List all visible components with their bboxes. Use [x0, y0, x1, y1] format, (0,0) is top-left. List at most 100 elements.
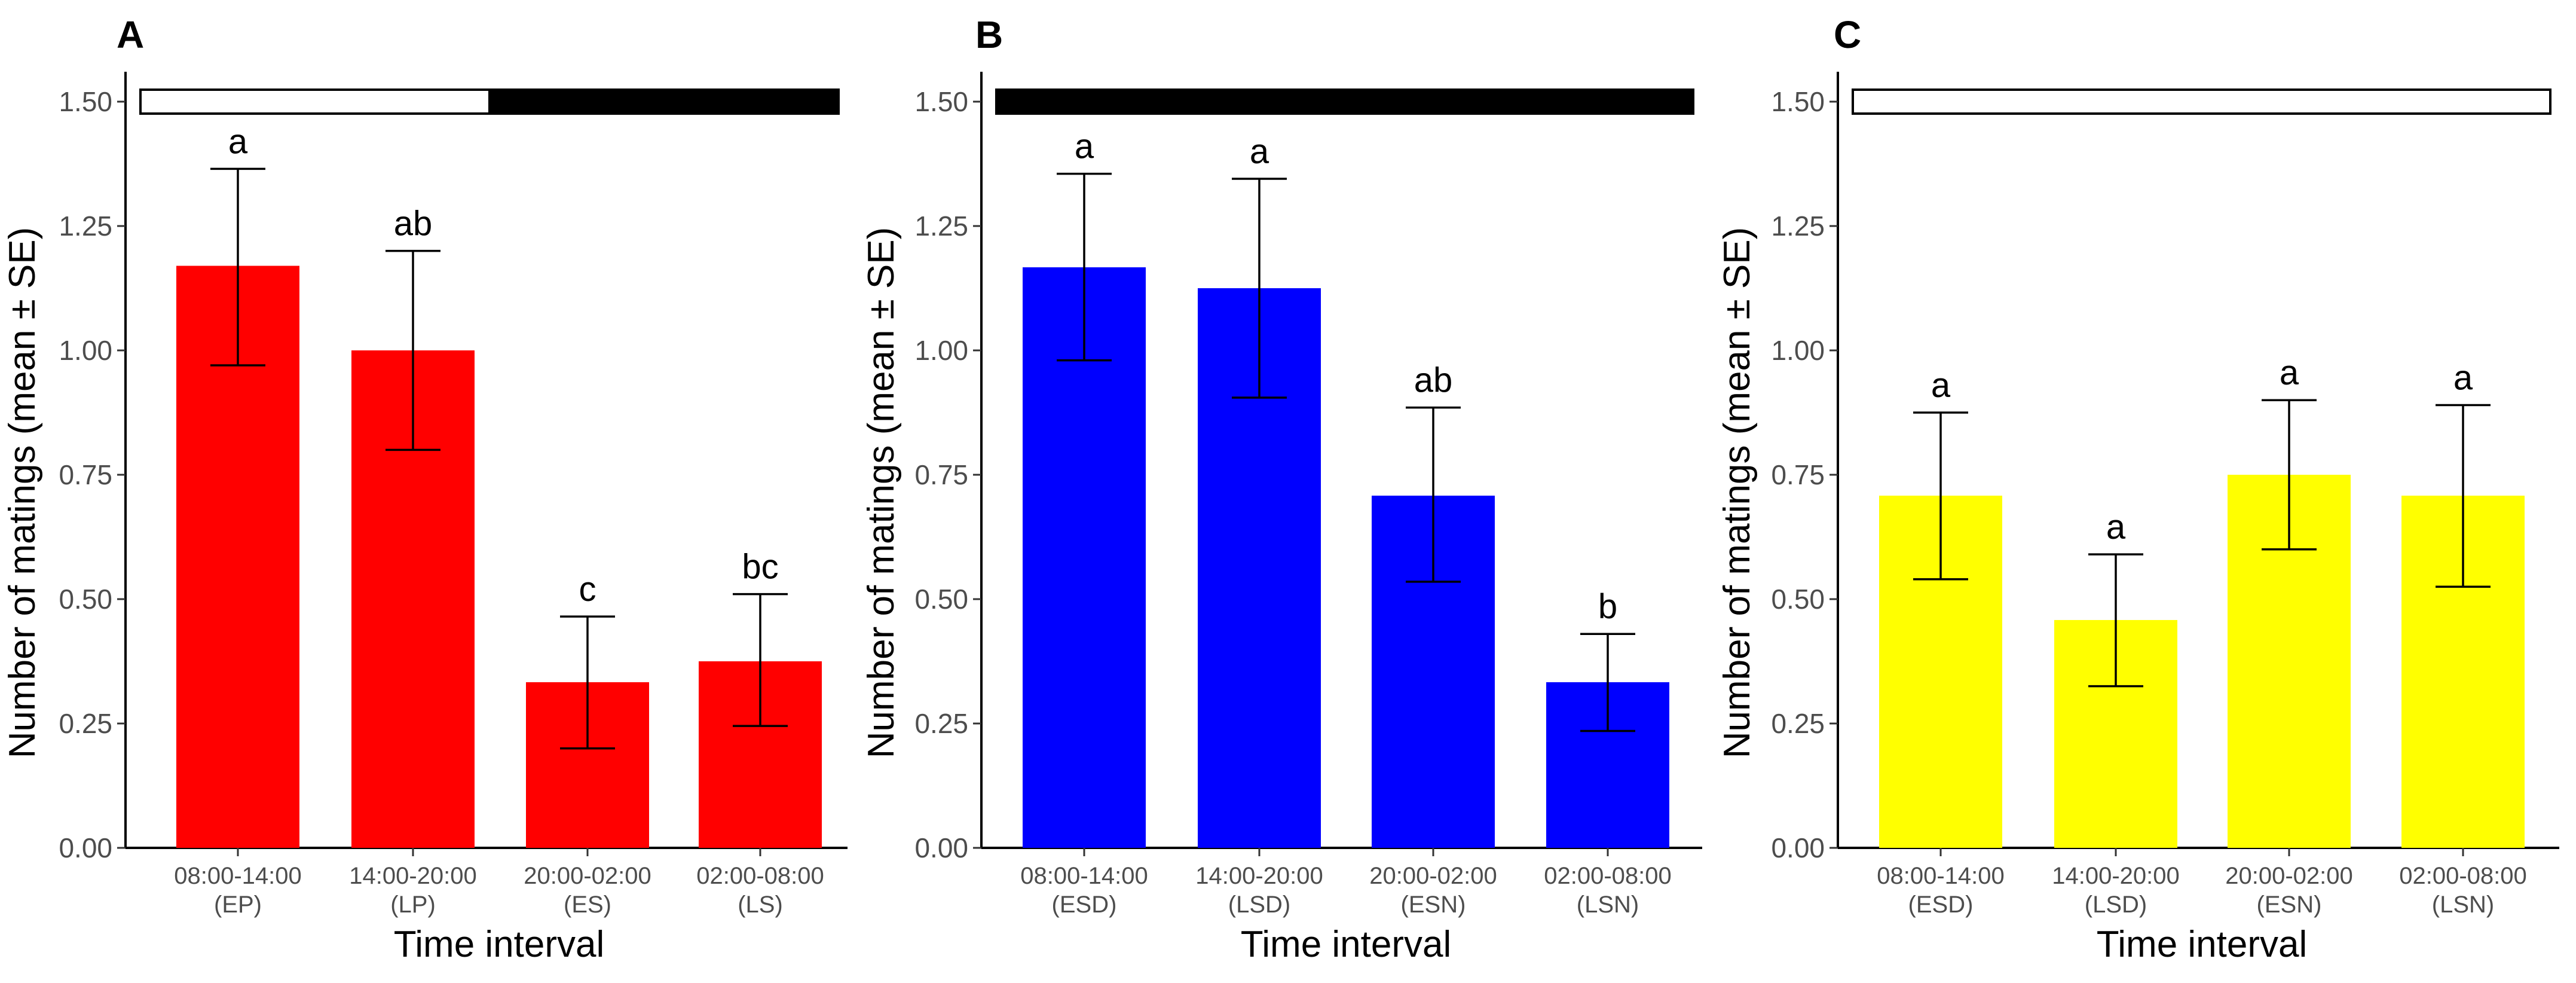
- y-tick-label: 0.75: [914, 459, 968, 490]
- error-bar: [560, 615, 615, 750]
- significance-letter: a: [1250, 132, 1269, 171]
- x-tick-label-line: 02:00-08:00: [2399, 863, 2527, 889]
- panel-c: C 0.00 0.25 0.50 0.75 1.00 1.25 1.50 Number of m…: [1717, 13, 2559, 965]
- significance-letter: a: [1075, 127, 1094, 166]
- x-tick-label-line: 08:00-14:00: [1020, 863, 1148, 889]
- y-tick-label: 0.50: [914, 584, 968, 615]
- y-tick-label: 1.00: [1771, 335, 1825, 366]
- x-tick-label-line: 02:00-08:00: [696, 863, 824, 889]
- y-tick-label: 1.25: [914, 210, 968, 242]
- x-tick-label-line: 08:00-14:00: [1877, 863, 2005, 889]
- significance-letter: a: [2280, 353, 2299, 392]
- y-tick-label: 0.25: [1771, 708, 1825, 739]
- x-axis-title: Time interval: [394, 924, 605, 965]
- x-tick-label: 20:00-02:00 (ESN): [1369, 863, 1497, 918]
- y-tick-label: 1.50: [59, 86, 112, 117]
- y-tick-label: 1.25: [1771, 210, 1825, 242]
- y-tick-label: 0.50: [1771, 584, 1825, 615]
- y-tick-label: 0.00: [914, 832, 968, 863]
- x-tick-label-line: (ESD): [1052, 892, 1117, 918]
- significance-letter: ab: [394, 204, 433, 243]
- x-tick-label: 20:00-02:00 (ES): [524, 863, 651, 918]
- x-tick-label-line: 20:00-02:00: [1369, 863, 1497, 889]
- error-bar: [2262, 399, 2317, 551]
- panel-letter: C: [1834, 13, 1861, 56]
- x-tick-label: 20:00-02:00 (ESN): [2225, 863, 2353, 918]
- x-axis-title: Time interval: [2097, 924, 2308, 965]
- significance-letter: bc: [742, 548, 778, 587]
- y-tick-label: 0.75: [1771, 459, 1825, 490]
- x-tick-label: 14:00-20:00 (LP): [349, 863, 477, 918]
- x-tick-label-line: 20:00-02:00: [2225, 863, 2353, 889]
- x-tick-label: 14:00-20:00 (LSD): [2052, 863, 2180, 918]
- photoperiod-bar: [139, 88, 840, 115]
- x-tick-label-line: (EP): [214, 892, 262, 918]
- x-tick-label: 08:00-14:00 (ESD): [1877, 863, 2005, 918]
- photoperiod-bar: [995, 88, 1694, 115]
- error-bar: [386, 249, 440, 451]
- x-tick-label-line: 14:00-20:00: [2052, 863, 2180, 889]
- significance-letter: ab: [1414, 361, 1453, 400]
- significance-letter: c: [579, 570, 596, 609]
- y-tick-label: 0.50: [59, 584, 112, 615]
- x-tick-label-line: 14:00-20:00: [349, 863, 477, 889]
- x-tick-label-line: (LSN): [2432, 892, 2494, 918]
- x-tick-label-line: (ESN): [2257, 892, 2322, 918]
- photoperiod-bar: [1852, 88, 2551, 115]
- error-bar: [1232, 178, 1287, 399]
- significance-letter: b: [1598, 587, 1617, 626]
- photoperiod-dark-segment: [488, 88, 840, 115]
- y-tick-label: 1.50: [1771, 86, 1825, 117]
- x-tick-label: 14:00-20:00 (LSD): [1195, 863, 1323, 918]
- error-bar: [1406, 406, 1461, 583]
- bar: [1023, 267, 1146, 848]
- error-bar: [2088, 553, 2143, 688]
- photoperiod-dark-segment: [995, 88, 1694, 115]
- error-bar: [210, 167, 265, 367]
- x-tick-label-line: (ESN): [1401, 892, 1466, 918]
- panel-letter: A: [117, 13, 144, 56]
- y-tick-label: 1.00: [59, 335, 112, 366]
- x-tick-label: 02:00-08:00 (LSN): [1544, 863, 1672, 918]
- y-axis-title: Number of matings (mean ± SE): [2, 227, 43, 759]
- y-axis-title: Number of matings (mean ± SE): [861, 227, 902, 759]
- significance-letter: a: [2106, 508, 2126, 547]
- photoperiod-light-segment: [1852, 88, 2551, 115]
- x-tick-label-line: (ES): [564, 892, 611, 918]
- y-tick-label: 0.25: [59, 708, 112, 739]
- y-tick-label: 0.00: [59, 832, 112, 863]
- y-tick-label: 1.00: [914, 335, 968, 366]
- panel-a: A 0.00 0.25 0.50 0.75 1.00 1.25 1.50 Number of m…: [2, 13, 848, 965]
- error-bar: [1057, 172, 1112, 362]
- panel-letter: B: [975, 13, 1003, 56]
- y-tick-label: 1.25: [59, 210, 112, 242]
- x-tick-label: 02:00-08:00 (LSN): [2399, 863, 2527, 918]
- x-tick-label-line: (LSD): [2085, 892, 2147, 918]
- error-bar: [2436, 404, 2491, 588]
- photoperiod-light-segment: [139, 88, 491, 115]
- error-bar: [1913, 411, 1968, 581]
- y-tick-label: 0.75: [59, 459, 112, 490]
- x-tick-label-line: 08:00-14:00: [174, 863, 302, 889]
- x-tick-label-line: (LP): [390, 892, 436, 918]
- x-tick-label-line: (LSN): [1577, 892, 1639, 918]
- panel-b: B 0.00 0.25 0.50 0.75 1.00 1.25 1.50 Number of m…: [861, 13, 1702, 965]
- error-bar: [733, 593, 788, 727]
- y-tick-label: 0.00: [1771, 832, 1825, 863]
- significance-letter: a: [2453, 359, 2473, 398]
- x-tick-label: 02:00-08:00 (LS): [696, 863, 824, 918]
- x-tick-label-line: (LSD): [1228, 892, 1290, 918]
- x-tick-label-line: 20:00-02:00: [524, 863, 651, 889]
- error-bar: [1580, 633, 1635, 732]
- x-tick-label: 08:00-14:00 (EP): [174, 863, 302, 918]
- x-tick-label-line: 02:00-08:00: [1544, 863, 1672, 889]
- significance-letter: a: [1931, 366, 1951, 405]
- x-tick-label: 08:00-14:00 (ESD): [1020, 863, 1148, 918]
- x-axis-title: Time interval: [1241, 924, 1452, 965]
- x-tick-label-line: (ESD): [1908, 892, 1974, 918]
- y-tick-label: 1.50: [914, 86, 968, 117]
- y-tick-label: 0.25: [914, 708, 968, 739]
- significance-letter: a: [228, 122, 248, 161]
- x-tick-label-line: 14:00-20:00: [1195, 863, 1323, 889]
